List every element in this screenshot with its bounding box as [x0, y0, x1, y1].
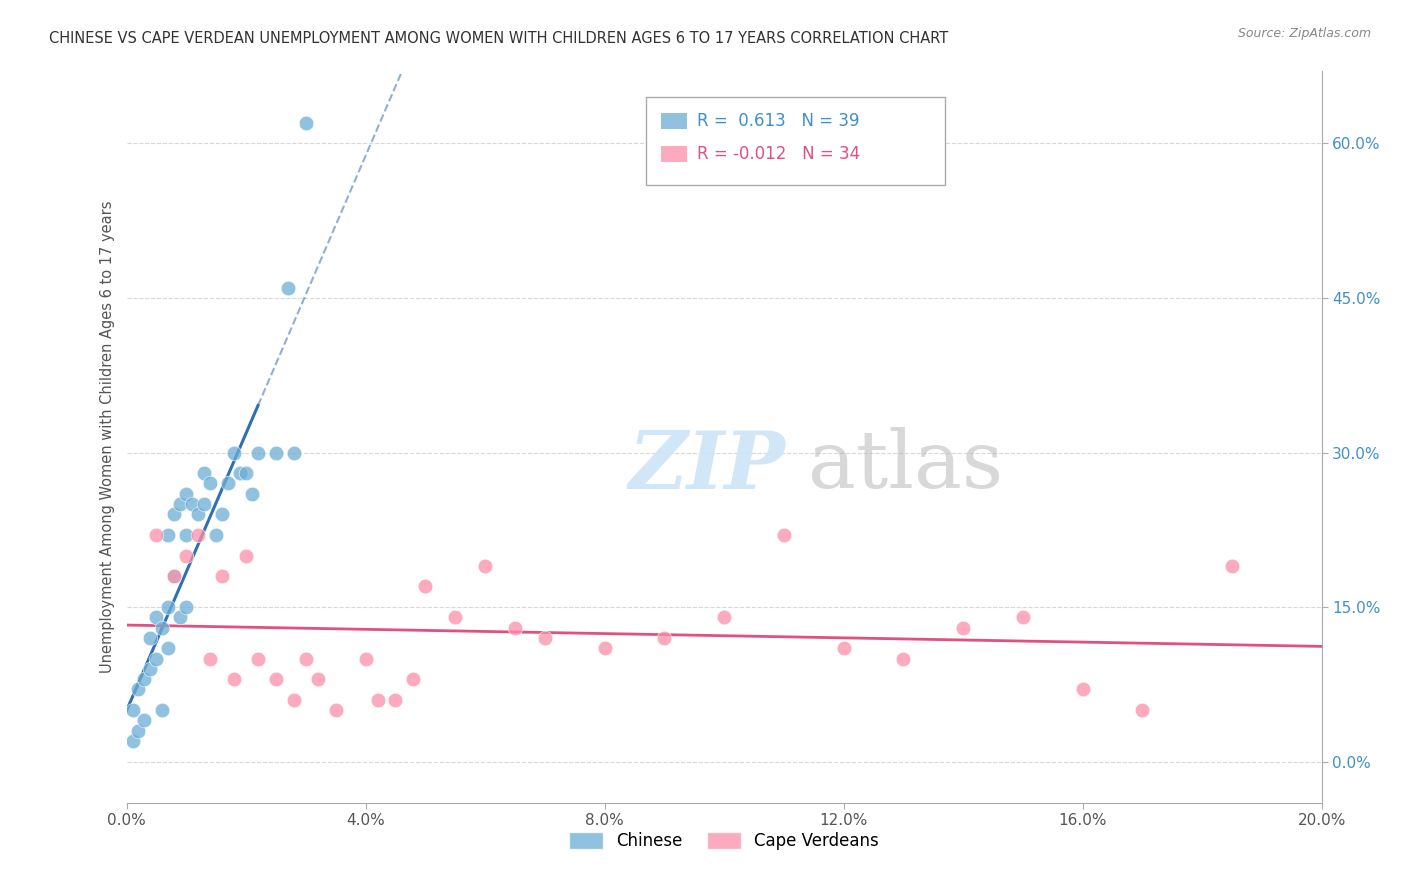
Point	[200, 651, 222, 665]
Point	[773, 528, 796, 542]
Point	[163, 508, 186, 522]
Point	[181, 497, 204, 511]
Point	[222, 672, 246, 686]
Point	[139, 662, 162, 676]
Point	[169, 610, 191, 624]
Point	[444, 610, 467, 624]
Point	[893, 651, 915, 665]
Point	[174, 549, 197, 563]
Text: R =  0.613   N = 39: R = 0.613 N = 39	[696, 112, 859, 130]
FancyBboxPatch shape	[647, 97, 945, 185]
Y-axis label: Unemployment Among Women with Children Ages 6 to 17 years: Unemployment Among Women with Children A…	[100, 201, 115, 673]
Point	[247, 445, 270, 459]
Text: atlas: atlas	[807, 427, 1002, 506]
Point	[145, 528, 167, 542]
Point	[832, 641, 855, 656]
Point	[121, 734, 143, 748]
Point	[193, 466, 215, 480]
FancyBboxPatch shape	[661, 146, 688, 162]
Point	[134, 672, 156, 686]
Point	[127, 682, 149, 697]
Point	[152, 703, 174, 717]
Point	[1071, 682, 1094, 697]
Point	[174, 528, 197, 542]
Point	[240, 487, 263, 501]
Point	[283, 445, 305, 459]
Point	[139, 631, 162, 645]
Point	[157, 528, 180, 542]
Point	[211, 569, 233, 583]
Point	[593, 641, 616, 656]
Point	[474, 558, 496, 573]
Point	[174, 600, 197, 615]
Point	[222, 445, 246, 459]
Point	[157, 641, 180, 656]
Point	[169, 497, 191, 511]
Point	[200, 476, 222, 491]
Point	[294, 651, 316, 665]
Point	[1011, 610, 1033, 624]
Point	[127, 723, 149, 738]
Point	[217, 476, 239, 491]
Point	[277, 281, 299, 295]
Point	[325, 703, 347, 717]
Point	[235, 466, 257, 480]
Point	[134, 714, 156, 728]
Point	[157, 600, 180, 615]
Point	[145, 610, 167, 624]
Point	[145, 651, 167, 665]
Point	[713, 610, 735, 624]
Point	[354, 651, 377, 665]
Point	[402, 672, 425, 686]
Point	[1130, 703, 1153, 717]
Point	[152, 621, 174, 635]
Point	[652, 631, 675, 645]
Point	[1220, 558, 1243, 573]
Point	[163, 569, 186, 583]
Text: CHINESE VS CAPE VERDEAN UNEMPLOYMENT AMONG WOMEN WITH CHILDREN AGES 6 TO 17 YEAR: CHINESE VS CAPE VERDEAN UNEMPLOYMENT AMO…	[49, 31, 949, 46]
Point	[235, 549, 257, 563]
Point	[187, 528, 209, 542]
Point	[174, 487, 197, 501]
FancyBboxPatch shape	[661, 113, 688, 129]
Point	[121, 703, 143, 717]
Point	[307, 672, 329, 686]
Text: Source: ZipAtlas.com: Source: ZipAtlas.com	[1237, 27, 1371, 40]
Point	[229, 466, 252, 480]
Point	[264, 445, 287, 459]
Text: ZIP: ZIP	[628, 427, 786, 505]
Point	[415, 579, 437, 593]
Point	[503, 621, 526, 635]
Point	[211, 508, 233, 522]
Point	[193, 497, 215, 511]
Point	[205, 528, 228, 542]
Point	[187, 508, 209, 522]
Point	[366, 693, 388, 707]
Text: R = -0.012   N = 34: R = -0.012 N = 34	[696, 145, 859, 163]
Point	[534, 631, 557, 645]
Point	[294, 116, 316, 130]
Point	[952, 621, 974, 635]
Point	[264, 672, 287, 686]
Point	[163, 569, 186, 583]
Point	[384, 693, 406, 707]
Legend: Chinese, Cape Verdeans: Chinese, Cape Verdeans	[562, 825, 886, 856]
Point	[283, 693, 305, 707]
Point	[247, 651, 270, 665]
